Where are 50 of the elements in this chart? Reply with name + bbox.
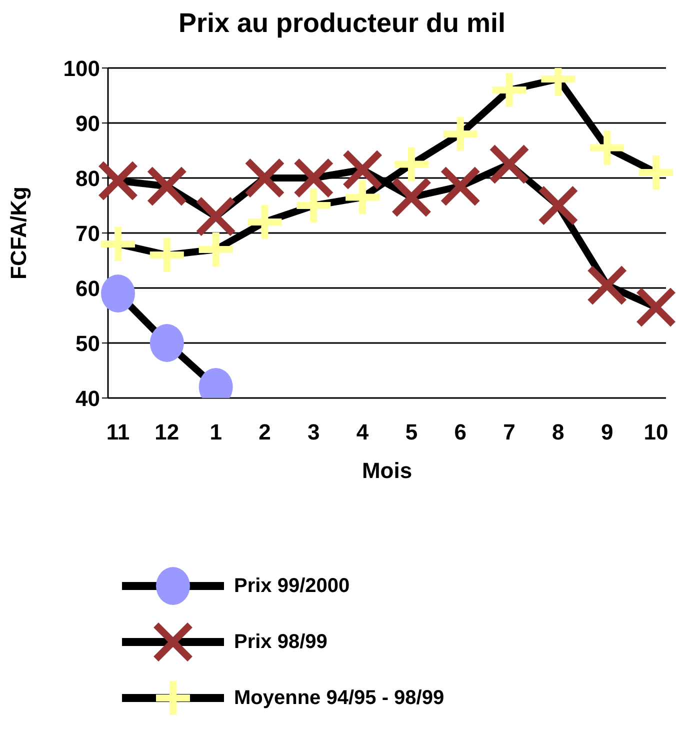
y-axis-title: FCFA/Kg — [6, 186, 31, 280]
legend-label: Prix 99/2000 — [234, 574, 350, 598]
point — [346, 180, 380, 214]
x-tick-label: 9 — [600, 420, 614, 445]
point — [98, 160, 138, 202]
x-tick-label: 7 — [503, 420, 516, 445]
x-tick-label: 10 — [644, 420, 668, 445]
y-tick-label: 40 — [76, 386, 100, 411]
point — [150, 324, 184, 362]
x-tick-label: 12 — [154, 420, 180, 445]
point — [639, 156, 673, 190]
point — [101, 227, 135, 261]
point — [390, 176, 432, 218]
point — [296, 188, 331, 222]
point — [636, 286, 676, 328]
x-tick-label: 3 — [308, 420, 320, 445]
x-tick-label: 6 — [454, 420, 466, 445]
point — [492, 73, 526, 107]
point — [146, 166, 188, 207]
point — [394, 147, 428, 182]
point — [244, 158, 286, 198]
x-tick-label: 11 — [106, 420, 130, 445]
point — [198, 232, 233, 266]
point — [488, 144, 530, 185]
point — [101, 274, 135, 312]
point — [195, 196, 236, 237]
y-tick-label: 80 — [76, 166, 100, 191]
point — [248, 205, 282, 239]
y-tick-label: 50 — [76, 330, 100, 356]
x-tick-label: 8 — [552, 420, 564, 445]
point — [293, 158, 334, 198]
x-tick-label: 1 — [210, 420, 222, 445]
legend-label: Moyenne 94/95 - 98/99 — [234, 686, 444, 710]
legend-label: Prix 98/99 — [234, 630, 328, 654]
point — [586, 264, 628, 306]
point — [440, 166, 481, 207]
y-tick-label: 60 — [76, 276, 100, 301]
x-tick-label: 5 — [405, 420, 418, 445]
x-axis-title: Mois — [362, 458, 412, 483]
chart-title: Prix au producteur du mil — [177, 8, 507, 40]
x-tick-label: 4 — [356, 420, 370, 445]
y-tick-label: 70 — [76, 220, 100, 246]
x-tick-label: 2 — [258, 420, 271, 445]
y-tick-label: 100 — [63, 56, 100, 81]
point — [342, 149, 384, 190]
point — [150, 238, 184, 272]
point — [538, 185, 579, 226]
point — [443, 117, 478, 151]
point — [590, 130, 624, 165]
y-tick-label: 90 — [76, 110, 100, 136]
